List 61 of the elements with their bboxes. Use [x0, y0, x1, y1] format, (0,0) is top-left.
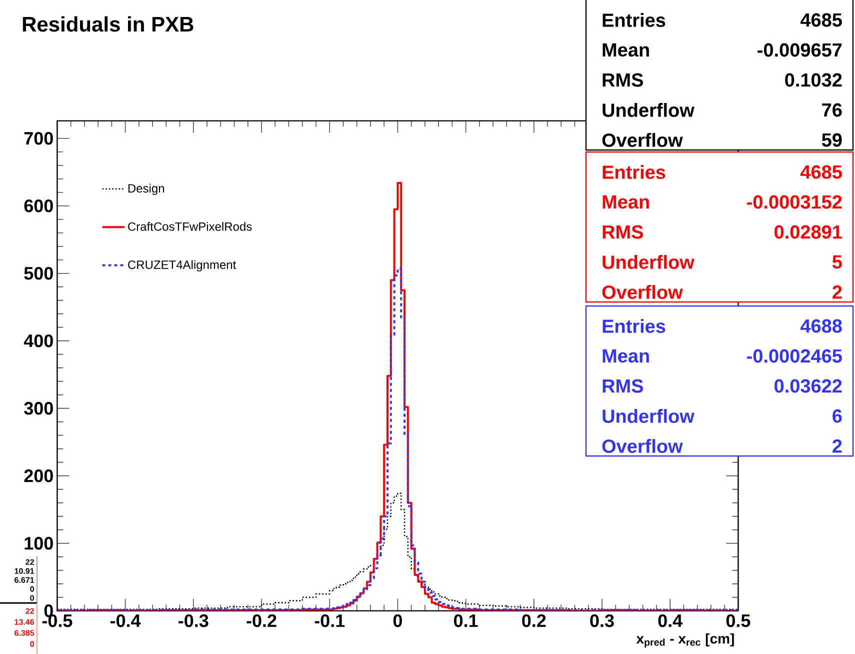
- x-tick-label: 0.1: [454, 614, 478, 628]
- chart-title: Residuals in PXB: [22, 16, 194, 32]
- x-tick-label: 0.2: [522, 614, 546, 628]
- x-tick-label: -0.1: [314, 614, 345, 628]
- text: 10.91: [14, 568, 34, 574]
- text: 0.02891: [774, 225, 842, 239]
- annotation: Overflow: [602, 439, 683, 453]
- text: 22: [26, 559, 34, 565]
- legend-label: CRUZET4Alignment: [128, 260, 236, 272]
- y-tick-label: 100: [24, 536, 53, 550]
- x-tick-label: -0.2: [246, 614, 276, 628]
- y-tick-label: 400: [24, 334, 53, 348]
- annotation: RMS: [602, 379, 643, 393]
- text: 13.46: [14, 619, 34, 625]
- legend-label: Design: [128, 184, 164, 195]
- annotation: Underflow: [602, 255, 694, 269]
- text: 59: [822, 133, 842, 147]
- x-tick-label: 0.5: [726, 614, 750, 628]
- text: 4685: [800, 165, 842, 179]
- annotation: Entries: [602, 165, 666, 179]
- text: 0: [30, 641, 34, 647]
- text: Mean: [602, 43, 649, 57]
- annotation: Mean: [602, 349, 649, 363]
- text: 6.671: [14, 577, 34, 583]
- y-tick-label: 300: [24, 402, 53, 415]
- annotation: Underflow: [602, 409, 694, 423]
- text: 2: [832, 285, 842, 299]
- text: RMS: [602, 73, 643, 87]
- text: 0.1032: [785, 73, 842, 87]
- text: 0: [30, 595, 34, 601]
- text: 5: [832, 255, 842, 269]
- text: 4685: [800, 13, 842, 27]
- text: -0.0003152: [747, 195, 842, 209]
- text: -0.009657: [758, 43, 842, 57]
- x-tick-label: 0.3: [590, 614, 614, 628]
- annotation: Overflow: [602, 133, 683, 147]
- text: 76: [822, 103, 842, 117]
- annotation: Mean: [602, 195, 649, 209]
- x-tick-label: 0: [393, 614, 402, 628]
- text: -0.0002465: [747, 349, 842, 363]
- text: 2: [832, 439, 842, 453]
- x-tick-label: -0.4: [110, 614, 141, 628]
- annotation: RMS: [602, 225, 643, 239]
- y-tick-label: 700: [24, 132, 53, 145]
- text: 6: [832, 409, 842, 423]
- text: Underflow: [602, 103, 694, 117]
- text: Entries: [602, 13, 666, 27]
- text: 0: [30, 586, 34, 592]
- y-tick-label: 600: [24, 199, 53, 212]
- text: 22: [26, 608, 34, 614]
- y-tick-label: 500: [24, 266, 53, 280]
- text: 0.03622: [774, 379, 842, 393]
- x-axis-title: x$_{pred}$ - x$_{rec}$ [cm]: [636, 633, 734, 648]
- annotation: Entries: [602, 319, 666, 333]
- x-tick-label: 0.4: [658, 614, 683, 628]
- annotation: Overflow: [602, 285, 683, 299]
- y-tick-label: 200: [24, 469, 53, 482]
- x-tick-label: -0.3: [178, 614, 208, 628]
- text: 4688: [800, 319, 842, 333]
- legend-label: CraftCosTFwPixelRods: [128, 222, 252, 231]
- text: 6.385: [14, 630, 34, 636]
